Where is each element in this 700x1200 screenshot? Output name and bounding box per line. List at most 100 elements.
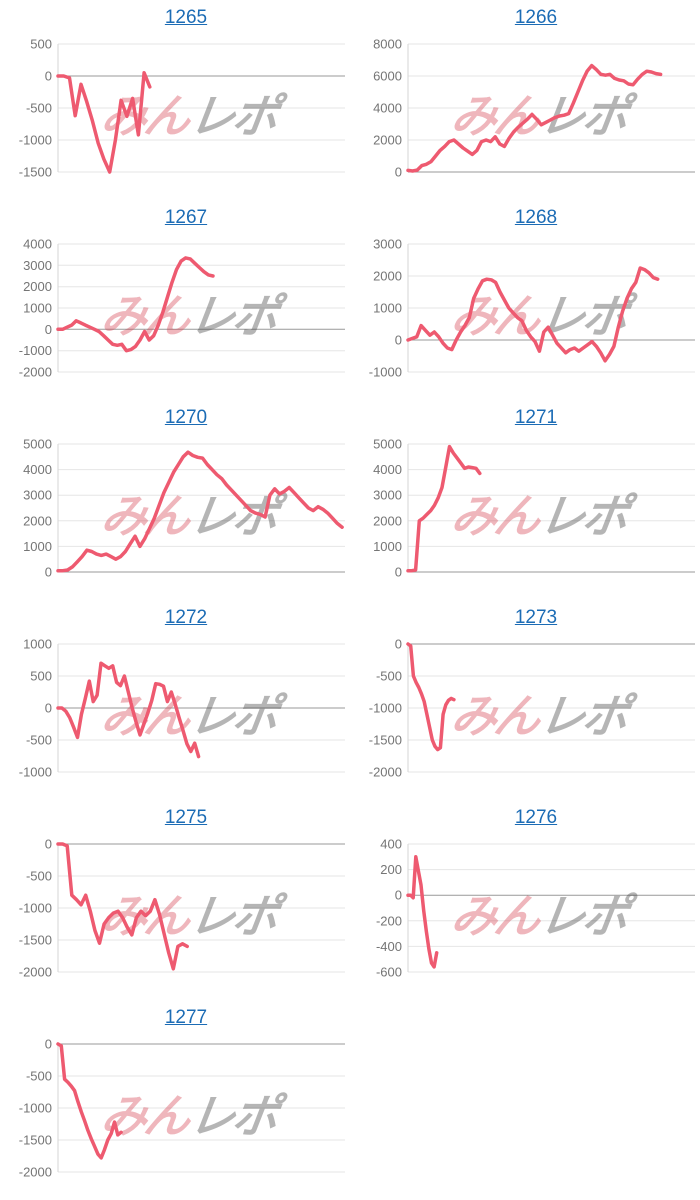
machine-number-link-1277[interactable]: 1277 [164,1007,208,1028]
svg-text:1000: 1000 [23,637,52,652]
svg-text:-400: -400 [376,939,402,954]
svg-text:-500: -500 [26,1069,52,1084]
chart-axes: 500 0 -500 -1000 -1500 [19,37,345,180]
payout-line [406,266,660,363]
svg-text:4000: 4000 [373,462,402,477]
svg-text:0: 0 [395,637,402,652]
chart-title-row: 1267 [22,207,350,229]
svg-text:5000: 5000 [373,437,402,452]
svg-text:0: 0 [45,701,52,716]
chart-title-row: 1273 [372,607,700,629]
svg-text:0: 0 [45,565,52,580]
payout-line [56,842,189,971]
svg-text:-2000: -2000 [19,965,52,980]
svg-text:1000: 1000 [373,301,402,316]
svg-text:-500: -500 [26,869,52,884]
chart-title-row: 1266 [372,7,700,29]
chart-cell-1273: 1273 0 -500 -1000 -1500 -2000 みんレポ [350,600,700,800]
payout-line [406,63,663,173]
svg-text:-200: -200 [376,913,402,928]
chart-axes: 8000 6000 4000 2000 0 [373,37,695,180]
svg-text:-500: -500 [26,101,52,116]
svg-text:1000: 1000 [373,539,402,554]
svg-text:-500: -500 [376,669,402,684]
svg-text:-1000: -1000 [19,1101,52,1116]
chart-axes: 4000 3000 2000 1000 0 -1000 -2000 [19,237,345,380]
svg-text:2000: 2000 [373,133,402,148]
payout-line [56,450,344,573]
svg-text:0: 0 [45,322,52,337]
svg-text:500: 500 [30,669,52,684]
chart-title-row: 1268 [372,207,700,229]
svg-text:-1000: -1000 [19,765,52,780]
payout-line [56,661,201,759]
svg-text:0: 0 [395,565,402,580]
svg-text:-1500: -1500 [19,933,52,948]
svg-text:4000: 4000 [373,101,402,116]
svg-text:500: 500 [30,37,52,52]
svg-text:8000: 8000 [373,37,402,52]
svg-text:2000: 2000 [373,269,402,284]
svg-text:1000: 1000 [23,539,52,554]
svg-text:400: 400 [380,837,402,852]
svg-text:2000: 2000 [373,513,402,528]
payout-line [56,256,215,353]
chart-title-row: 1272 [22,607,350,629]
svg-text:4000: 4000 [23,237,52,252]
svg-text:-1000: -1000 [19,901,52,916]
machine-number-link-1265[interactable]: 1265 [164,7,208,28]
chart-cell-1277: 1277 0 -500 -1000 -1500 -2000 みんレポ [0,1000,350,1200]
payout-line [56,1042,123,1160]
machine-number-link-1271[interactable]: 1271 [514,407,558,428]
chart-cell-1270: 1270 5000 4000 3000 2000 1000 0 みんレポ [0,400,350,600]
svg-text:0: 0 [45,1037,52,1052]
svg-text:3000: 3000 [373,488,402,503]
chart-cell-1272: 1272 1000 500 0 -500 -1000 みんレポ [0,600,350,800]
chart-axes: 400 200 0 -200 -400 -600 [376,837,695,980]
machine-number-link-1270[interactable]: 1270 [164,407,208,428]
machine-number-link-1276[interactable]: 1276 [514,807,558,828]
chart-axes: 1000 500 0 -500 -1000 [19,637,345,780]
chart-axes: 0 -500 -1000 -1500 -2000 [19,1037,345,1180]
machine-number-link-1267[interactable]: 1267 [164,207,208,228]
machine-number-link-1266[interactable]: 1266 [514,7,558,28]
svg-text:2000: 2000 [23,279,52,294]
svg-text:-2000: -2000 [19,1165,52,1180]
svg-text:1000: 1000 [23,301,52,316]
chart-axes: 5000 4000 3000 2000 1000 0 [373,437,695,580]
chart-title-row: 1265 [22,7,350,29]
chart-cell-1276: 1276 400 200 0 -200 -400 -600 みんレポ [350,800,700,1000]
svg-text:3000: 3000 [23,488,52,503]
svg-text:-1500: -1500 [369,733,402,748]
svg-text:-2000: -2000 [369,765,402,780]
chart-cell-1265: 1265 500 0 -500 -1000 -1500 みんレポ [0,0,350,200]
svg-text:-1000: -1000 [369,701,402,716]
payout-line [406,855,439,969]
svg-text:2000: 2000 [23,513,52,528]
machine-number-link-1275[interactable]: 1275 [164,807,208,828]
chart-title-row: 1276 [372,807,700,829]
chart-axes: 0 -500 -1000 -1500 -2000 [19,837,345,980]
chart-cell-1267: 1267 4000 3000 2000 1000 0 -1000 -2000 みんレポ [0,200,350,400]
chart-axes: 3000 2000 1000 0 -1000 [369,237,695,380]
chart-title-row: 1277 [22,1007,350,1029]
machine-number-link-1268[interactable]: 1268 [514,207,558,228]
chart-axes: 5000 4000 3000 2000 1000 0 [23,437,345,580]
svg-text:-2000: -2000 [19,365,52,380]
svg-text:4000: 4000 [23,462,52,477]
svg-text:0: 0 [45,69,52,84]
payout-line [56,71,152,174]
machine-number-link-1272[interactable]: 1272 [164,607,208,628]
chart-axes: 0 -500 -1000 -1500 -2000 [369,637,695,780]
chart-cell-1266: 1266 8000 6000 4000 2000 0 みんレポ [350,0,700,200]
svg-text:-1000: -1000 [19,343,52,358]
svg-text:-500: -500 [26,733,52,748]
svg-text:5000: 5000 [23,437,52,452]
svg-text:0: 0 [395,333,402,348]
payout-line [406,642,456,752]
svg-text:-1500: -1500 [19,1133,52,1148]
svg-text:-600: -600 [376,965,402,980]
machine-number-link-1273[interactable]: 1273 [514,607,558,628]
svg-text:-1000: -1000 [19,133,52,148]
